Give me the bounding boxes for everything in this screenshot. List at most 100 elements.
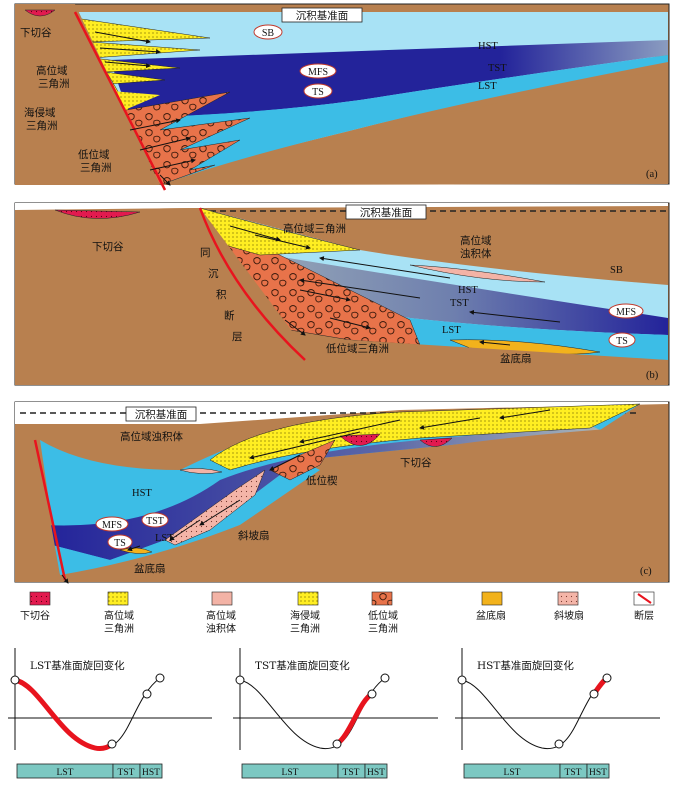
fault-b bbox=[198, 207, 306, 361]
svg-text:TST: TST bbox=[343, 768, 360, 778]
panel-tag-a: (a) bbox=[646, 169, 658, 180]
label-hst-delta-b: 高位域三角洲 bbox=[283, 222, 346, 235]
panel-b: 沉积基准面 下切谷 高位域三角洲 高位域 浊积体 同 沉 积 断 层 低位域三角… bbox=[14, 202, 670, 386]
cycle-hst: HST基准面旋回变化 LST TST HST bbox=[455, 648, 660, 779]
baselevel-label-c: 沉积基准面 bbox=[135, 408, 188, 421]
label-transgressive-delta-a: 海侵域 bbox=[24, 106, 56, 119]
land-bottom-a bbox=[160, 70, 668, 185]
hst-turbidite-c bbox=[179, 468, 223, 474]
svg-text:三角洲: 三角洲 bbox=[104, 623, 134, 635]
svg-text:盆底扇: 盆底扇 bbox=[476, 609, 506, 622]
legend-slope-fan: 斜坡扇 bbox=[554, 591, 584, 622]
label-fault-b4: 断 bbox=[224, 309, 235, 322]
land-left-a bbox=[15, 4, 160, 185]
svg-text:LST: LST bbox=[282, 768, 299, 778]
hst-delta-b bbox=[199, 207, 361, 256]
land-bottom-c bbox=[15, 425, 668, 582]
svg-text:下切谷: 下切谷 bbox=[20, 610, 50, 622]
incised-valley-c2 bbox=[419, 437, 453, 447]
lst-layer-a bbox=[120, 55, 668, 185]
label-fault-b3: 积 bbox=[216, 289, 227, 301]
legend-lst-delta: 低位域 三角洲 bbox=[368, 591, 398, 635]
panel-c: 沉积基准面 高位域浊积体 下切谷 低位楔 HST MFS TST TS LST … bbox=[14, 401, 670, 584]
label-lst-delta-a: 低位域 bbox=[78, 148, 110, 161]
label-hst-turbidite-b: 高位域 bbox=[460, 234, 492, 247]
label-transgressive-delta-a2: 三角洲 bbox=[26, 120, 58, 132]
flow-arrows-a bbox=[94, 31, 196, 186]
svg-text:TST: TST bbox=[118, 768, 135, 778]
tst-layer-a bbox=[110, 40, 668, 118]
label-fault-b5: 层 bbox=[232, 331, 243, 343]
svg-text:LST: LST bbox=[504, 768, 521, 778]
label-hst-delta-a: 高位域 bbox=[36, 64, 68, 77]
label-tst-c: TST bbox=[146, 516, 164, 527]
legend-hst-delta: 高位域 三角洲 bbox=[104, 591, 134, 635]
legend-basin-fan: 盆底扇 bbox=[476, 591, 506, 622]
tst-layer-c bbox=[45, 425, 600, 560]
cycle-tst: TST基准面旋回变化 LST TST HST bbox=[233, 648, 438, 779]
label-tst-a: TST bbox=[488, 63, 507, 74]
label-mfs-b: MFS bbox=[616, 307, 636, 318]
label-basin-fan-b: 盆底扇 bbox=[500, 352, 532, 365]
cycle-title-lst: LST基准面旋回变化 bbox=[30, 659, 125, 672]
label-fault-b1: 同 bbox=[200, 247, 211, 259]
legend-hst-turbidite: 高位域 浊积体 bbox=[206, 591, 236, 635]
hst-turbidite-b bbox=[409, 264, 546, 283]
land-b bbox=[15, 208, 668, 385]
flow-arrows-b bbox=[229, 225, 561, 346]
label-incised-valley-a: 下切谷 bbox=[20, 27, 52, 39]
panel-tag-c: (c) bbox=[640, 566, 652, 577]
label-mfs-a: MFS bbox=[308, 67, 328, 78]
svg-text:HST: HST bbox=[367, 768, 385, 778]
label-basin-fan-c: 盆底扇 bbox=[134, 562, 166, 575]
svg-text:LST: LST bbox=[57, 768, 74, 778]
incised-valley-a bbox=[24, 9, 56, 17]
label-hst-b: HST bbox=[458, 285, 478, 296]
svg-text:海侵域: 海侵域 bbox=[290, 609, 320, 622]
label-hst-turbidite-c: 高位域浊积体 bbox=[120, 430, 183, 443]
label-slope-fan-c: 斜坡扇 bbox=[238, 529, 270, 542]
label-lst-c: LST bbox=[155, 533, 174, 544]
cycle-title-hst: HST基准面旋回变化 bbox=[477, 659, 574, 672]
fault-c bbox=[33, 439, 67, 581]
label-lst-a: LST bbox=[478, 81, 497, 92]
panel-tag-b: (b) bbox=[646, 370, 659, 381]
label-hst-c: HST bbox=[132, 488, 152, 499]
svg-text:断层: 断层 bbox=[634, 609, 654, 622]
svg-text:浊积体: 浊积体 bbox=[206, 622, 236, 635]
svg-text:HST: HST bbox=[589, 768, 607, 778]
label-sb-a: SB bbox=[262, 28, 275, 39]
label-lst-delta-b: 低位域三角洲 bbox=[326, 342, 389, 355]
label-lst-b: LST bbox=[442, 325, 461, 336]
svg-text:HST: HST bbox=[142, 768, 160, 778]
legend: 下切谷 高位域 三角洲 高位域 浊积体 海侵域 三角洲 低位域 三角洲 盆底扇 bbox=[20, 591, 655, 635]
label-ts-c: TS bbox=[114, 538, 126, 549]
baselevel-label-a: 沉积基准面 bbox=[296, 9, 349, 22]
svg-text:三角洲: 三角洲 bbox=[368, 623, 398, 635]
cycle-lst: LST基准面旋回变化 LST TST HST bbox=[8, 648, 212, 779]
label-fault-b2: 沉 bbox=[208, 267, 219, 280]
label-tst-b: TST bbox=[450, 298, 469, 309]
tst-layer-b bbox=[240, 250, 668, 335]
label-lowstand-wedge-c: 低位楔 bbox=[306, 474, 338, 487]
fault-a bbox=[73, 11, 167, 191]
land-left-c bbox=[15, 424, 60, 575]
label-ts-a: TS bbox=[312, 87, 324, 98]
svg-text:高位域: 高位域 bbox=[104, 609, 134, 622]
svg-text:斜坡扇: 斜坡扇 bbox=[554, 609, 584, 622]
label-sb-b: SB bbox=[610, 265, 623, 276]
label-incised-valley-b: 下切谷 bbox=[92, 241, 124, 253]
legend-incised-valley: 下切谷 bbox=[20, 591, 51, 622]
label-hst-a: HST bbox=[478, 41, 498, 52]
svg-text:TST: TST bbox=[565, 768, 582, 778]
baselevel-label-b: 沉积基准面 bbox=[360, 206, 413, 219]
hst-delta-c bbox=[209, 403, 641, 471]
svg-text:低位域: 低位域 bbox=[368, 609, 398, 622]
incised-valley-b bbox=[54, 209, 141, 219]
label-ts-b: TS bbox=[616, 336, 628, 347]
label-incised-valley-c: 下切谷 bbox=[400, 457, 432, 469]
label-mfs-c: MFS bbox=[102, 520, 122, 531]
label-hst-turbidite-b2: 浊积体 bbox=[460, 247, 492, 260]
incised-valley-c1 bbox=[339, 433, 381, 446]
